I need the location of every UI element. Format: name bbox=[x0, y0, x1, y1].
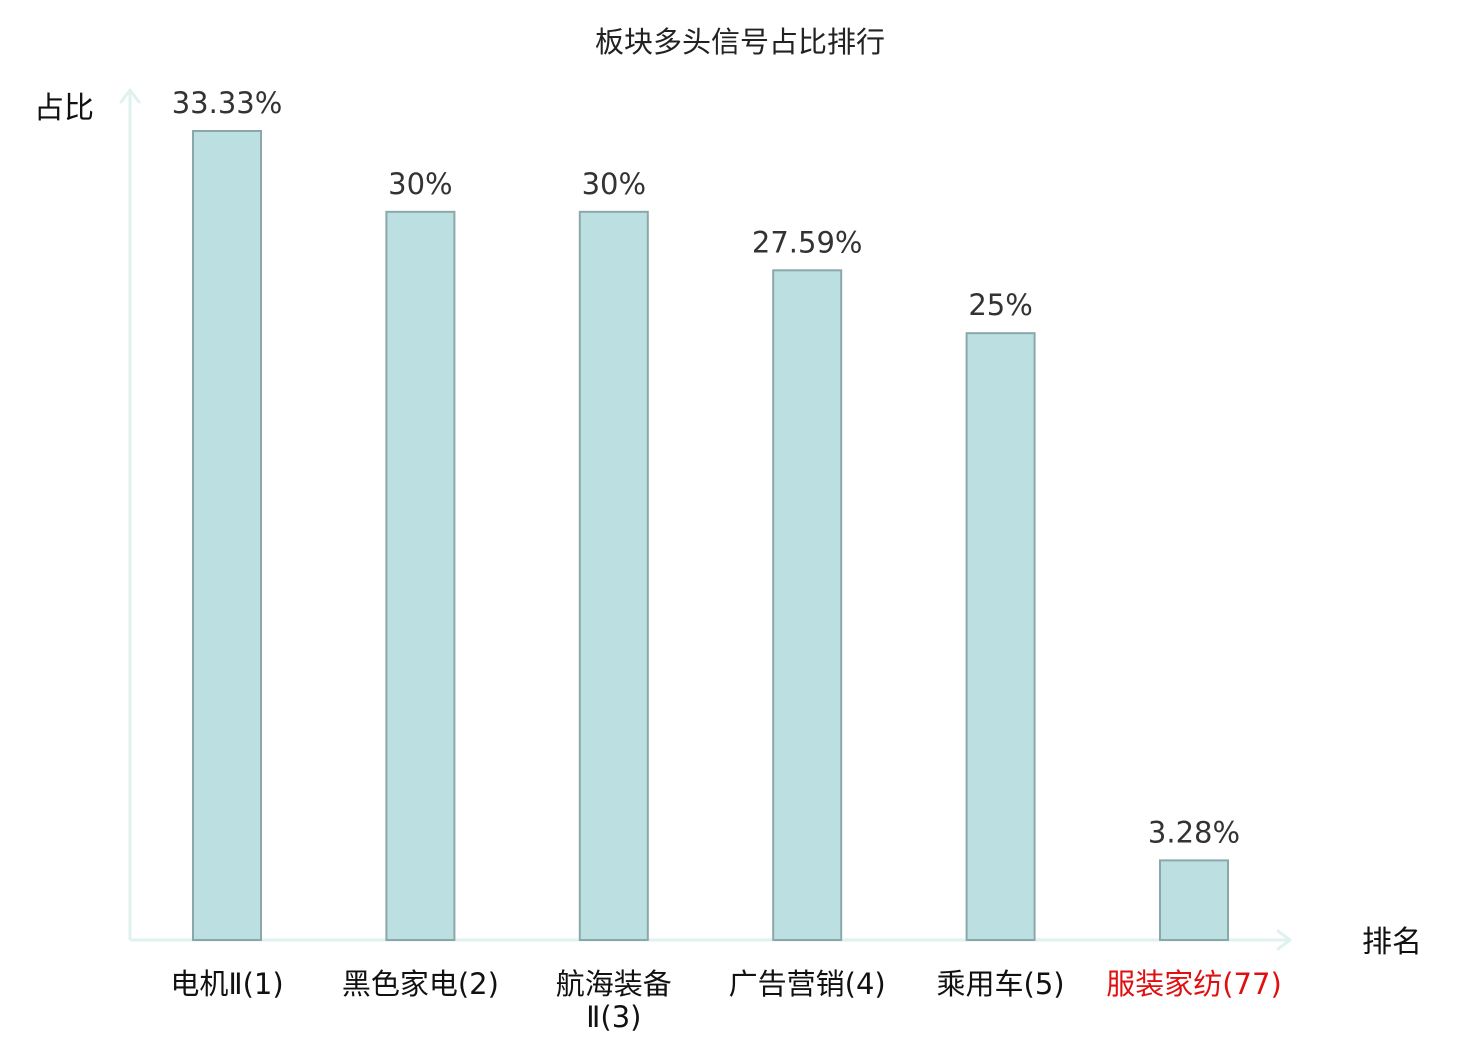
bar-2 bbox=[385, 210, 456, 941]
value-label-6: 3.28% bbox=[1148, 815, 1240, 849]
value-labels-group: 33.33% 30% 30% 27.59% 25% 3.28% bbox=[172, 86, 1240, 849]
category-label-3-line-2: Ⅱ(3) bbox=[586, 1000, 641, 1034]
bar-3 bbox=[578, 210, 649, 941]
bar-6 bbox=[1159, 859, 1229, 941]
axes bbox=[119, 88, 1292, 951]
category-label-4: 广告营销(4) bbox=[729, 967, 886, 1001]
value-label-1: 33.33% bbox=[172, 86, 283, 120]
value-label-4: 27.59% bbox=[752, 225, 863, 259]
category-label-3-line-1: 航海装备 bbox=[556, 967, 672, 1001]
chart-title: 板块多头信号占比排行 bbox=[595, 25, 885, 59]
bar-4 bbox=[772, 269, 843, 941]
bar-5 bbox=[965, 332, 1036, 941]
category-label-6: 服装家纺(77) bbox=[1106, 967, 1282, 1001]
value-label-3: 30% bbox=[582, 167, 646, 201]
category-label-5: 乘用车(5) bbox=[937, 967, 1065, 1001]
x-axis-label: 排名 bbox=[1362, 925, 1422, 960]
category-label-1: 电机Ⅱ(1) bbox=[170, 967, 283, 1001]
category-label-2: 黑色家电(2) bbox=[342, 967, 499, 1001]
x-axis-arrow bbox=[1276, 929, 1292, 951]
bars-group bbox=[192, 130, 1229, 941]
y-axis-arrow bbox=[119, 88, 141, 104]
bar-1 bbox=[192, 130, 262, 941]
value-label-5: 25% bbox=[968, 288, 1032, 322]
y-axis-label: 占比 bbox=[34, 91, 94, 126]
value-label-2: 30% bbox=[388, 167, 452, 201]
